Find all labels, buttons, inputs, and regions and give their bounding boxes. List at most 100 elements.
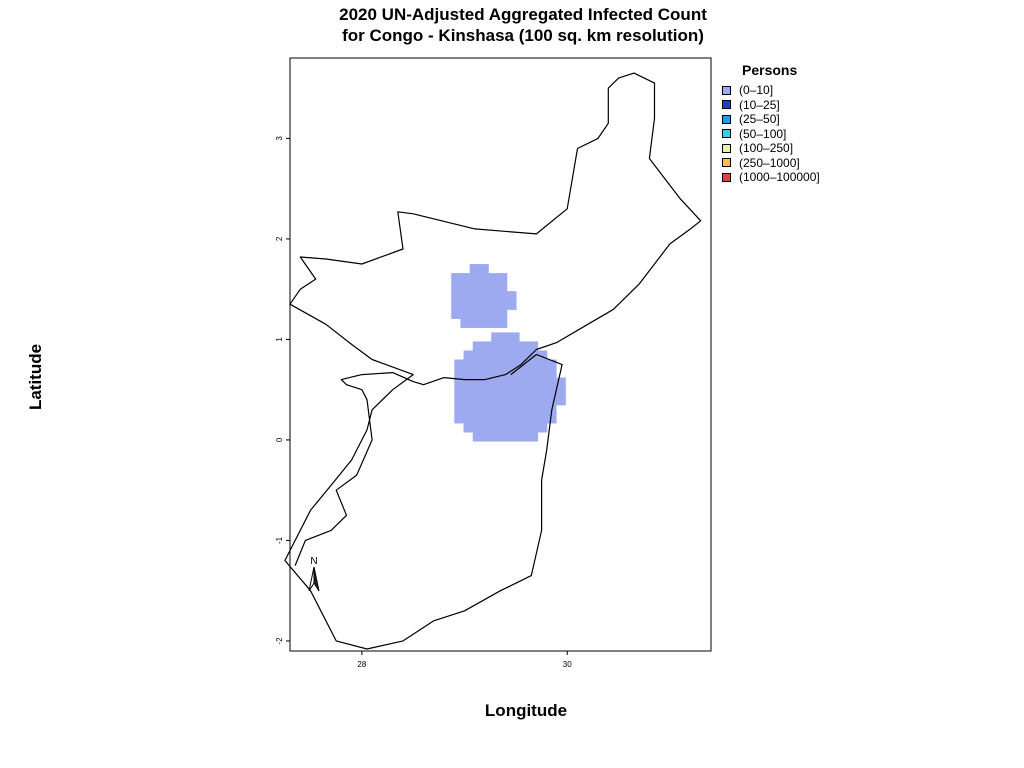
raster-cell — [491, 368, 502, 379]
raster-cell — [518, 395, 529, 406]
raster-cell — [537, 368, 548, 379]
raster-cell — [482, 341, 492, 352]
raster-cell — [546, 368, 557, 379]
raster-cell — [528, 395, 539, 406]
raster-cell — [518, 413, 529, 424]
legend-label: (100–250] — [739, 141, 794, 156]
boundary-line — [284, 72, 702, 650]
raster-cell — [482, 350, 492, 361]
raster-cell — [463, 386, 474, 397]
raster-cell — [454, 395, 465, 406]
raster-cell — [482, 431, 492, 442]
raster-cell — [537, 386, 548, 397]
raster-cell — [500, 350, 511, 361]
raster-cell — [460, 309, 471, 319]
raster-cell — [497, 318, 508, 328]
y-tick-label: 3 — [275, 136, 284, 141]
raster-cell — [528, 431, 539, 442]
raster-cell — [528, 377, 539, 388]
raster-cell — [500, 413, 511, 424]
raster-cell — [472, 368, 483, 379]
raster-cell — [518, 341, 529, 352]
raster-cell — [482, 377, 492, 388]
raster-cell — [537, 359, 548, 370]
raster-cell — [472, 404, 483, 415]
raster-cell — [451, 309, 462, 319]
raster-cell — [491, 359, 502, 370]
raster-cell — [454, 377, 465, 388]
legend-label: (25–50] — [739, 112, 780, 127]
raster-cell — [537, 404, 548, 415]
raster-cell — [454, 404, 465, 415]
title-line-1: 2020 UN-Adjusted Aggregated Infected Cou… — [339, 5, 707, 24]
legend-item: (1000–100000] — [722, 170, 820, 185]
x-axis-ticks: 28 30 — [357, 651, 572, 669]
raster-cell — [509, 368, 520, 379]
legend-item: (10–25] — [722, 98, 820, 113]
raster-cell — [546, 386, 557, 397]
raster-cell — [500, 395, 511, 406]
raster-cell — [518, 368, 529, 379]
raster-cell — [537, 377, 548, 388]
raster-cell — [528, 359, 539, 370]
raster-cell — [478, 291, 489, 301]
raster-cell — [555, 395, 566, 406]
legend-title: Persons — [742, 62, 798, 78]
raster-cell — [451, 291, 462, 301]
raster-cell — [491, 431, 502, 442]
raster-cell — [454, 368, 465, 379]
raster-cell — [546, 413, 557, 424]
raster-cell — [482, 368, 492, 379]
x-axis-label: Longitude — [484, 701, 568, 720]
raster-cell — [518, 431, 529, 442]
raster-cell — [491, 395, 502, 406]
raster-cell — [518, 422, 529, 433]
legend-swatch — [722, 85, 731, 95]
legend-items: (0–10] (10–25] (25–50] (50–100] (100–250] (25… — [722, 83, 820, 185]
raster-cell — [463, 413, 474, 424]
raster-cell — [491, 422, 502, 433]
raster-cell — [509, 341, 520, 352]
raster-cell — [478, 273, 489, 283]
raster-cell — [482, 413, 492, 424]
raster-cell — [497, 273, 508, 283]
legend-label: (50–100] — [739, 126, 787, 141]
legend-swatch — [722, 158, 731, 168]
x-tick-label: 28 — [357, 660, 366, 669]
raster-cell — [488, 318, 499, 328]
region-boundary — [284, 72, 702, 650]
y-tick-label: -2 — [275, 637, 284, 645]
raster-cell — [472, 359, 483, 370]
raster-cell — [491, 332, 502, 343]
raster-cell — [454, 386, 465, 397]
raster-cell — [497, 300, 508, 310]
raster-cell — [546, 395, 557, 406]
raster-cell — [528, 413, 539, 424]
raster-cell — [528, 350, 539, 361]
raster-cell — [497, 282, 508, 292]
raster-cell — [482, 386, 492, 397]
raster-cell — [546, 359, 557, 370]
raster-cell — [472, 413, 483, 424]
raster-cell — [509, 395, 520, 406]
raster-cell — [472, 350, 483, 361]
raster-cell — [472, 386, 483, 397]
raster-cell — [491, 377, 502, 388]
legend: Persons (0–10] (10–25] (25–50] (50–100] (100… — [722, 62, 820, 185]
chart-title: 2020 UN-Adjusted Aggregated Infected Cou… — [250, 4, 796, 46]
legend-label: (250–1000] — [739, 155, 800, 170]
raster-cell — [469, 300, 480, 310]
raster-cell — [472, 431, 483, 442]
legend-swatch — [722, 129, 731, 139]
raster-cell — [518, 404, 529, 415]
raster-cell — [509, 431, 520, 442]
legend-item: (50–100] — [722, 127, 820, 142]
north-arrow-left — [308, 566, 315, 592]
raster-cell — [509, 359, 520, 370]
raster-cell — [537, 413, 548, 424]
raster-cell — [506, 291, 517, 301]
raster-cell — [500, 368, 511, 379]
raster-cell — [451, 300, 462, 310]
north-arrow-right — [313, 566, 320, 592]
raster-cell — [451, 273, 462, 283]
